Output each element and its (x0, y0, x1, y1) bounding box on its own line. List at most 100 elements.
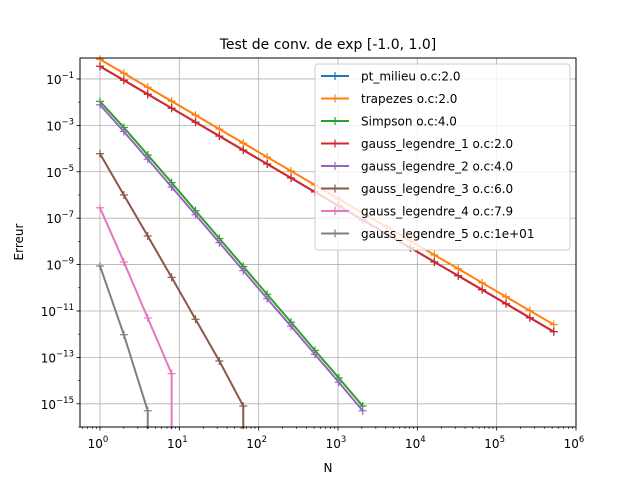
data-point (501, 292, 510, 301)
data-point (95, 62, 104, 71)
data-point (215, 238, 224, 247)
y-tick-label: 10−11 (41, 303, 74, 319)
legend-label: gauss_legendre_2 o.c:4.0 (361, 160, 513, 174)
y-tick-exponent: −13 (56, 349, 74, 359)
data-point (95, 55, 104, 64)
data-point (167, 183, 176, 192)
data-point (215, 356, 224, 365)
series-line (99, 265, 149, 429)
y-tick-label: 10−7 (46, 210, 74, 226)
x-tick-base: 10 (167, 437, 182, 451)
x-tick-exponent: 6 (579, 435, 584, 445)
data-point (549, 327, 558, 336)
data-point (95, 203, 104, 212)
x-tick-label: 102 (246, 435, 267, 451)
data-point (334, 378, 343, 387)
data-point (95, 149, 104, 158)
data-point (143, 406, 152, 415)
data-point (167, 97, 176, 106)
data-point (215, 125, 224, 134)
x-tick-exponent: 2 (262, 435, 267, 445)
legend-item: Simpson o.c:4.0 (321, 115, 457, 129)
y-tick-exponent: −1 (61, 71, 74, 81)
x-tick-label: 105 (484, 435, 505, 451)
data-point (430, 250, 439, 259)
data-point (549, 320, 558, 329)
legend-label: gauss_legendre_3 o.c:6.0 (361, 182, 513, 196)
legend: pt_milieu o.c:2.0 trapezes o.c:2.0 Simpson… (314, 63, 571, 251)
data-point (143, 232, 152, 241)
x-tick-exponent: 5 (500, 435, 505, 445)
legend-item: gauss_legendre_4 o.c:7.9 (321, 205, 513, 219)
y-tick-exponent: −7 (61, 210, 74, 220)
legend-item: gauss_legendre_5 o.c:1e+01 (321, 227, 534, 241)
data-point (191, 210, 200, 219)
x-tick-base: 10 (405, 437, 420, 451)
legend-item: gauss_legendre_3 o.c:6.0 (321, 182, 513, 196)
legend-label: gauss_legendre_4 o.c:7.9 (361, 205, 513, 219)
x-tick-base: 10 (326, 437, 341, 451)
y-tick-base: 10 (46, 212, 61, 226)
data-point (143, 90, 152, 99)
x-tick-exponent: 0 (103, 435, 108, 445)
series-line (99, 207, 173, 429)
legend-box (314, 63, 571, 251)
data-point (239, 146, 248, 155)
data-point (454, 264, 463, 273)
legend-label: trapezes o.c:2.0 (361, 92, 457, 106)
y-tick-label: 10−1 (46, 71, 74, 87)
x-tick-base: 10 (246, 437, 261, 451)
data-point (167, 369, 176, 378)
y-tick-base: 10 (46, 166, 61, 180)
data-point (239, 139, 248, 148)
y-axis-label: Erreur (12, 223, 26, 260)
data-point (430, 257, 439, 266)
series-7 (95, 203, 176, 429)
x-tick-exponent: 4 (420, 435, 425, 445)
y-tick-label: 10−15 (41, 396, 74, 412)
data-point (358, 406, 367, 415)
data-point (143, 83, 152, 92)
data-point (287, 322, 296, 331)
y-tick-base: 10 (46, 73, 61, 87)
data-point (119, 330, 128, 339)
x-tick-base: 10 (484, 437, 499, 451)
series-8 (95, 261, 152, 429)
x-tick-base: 10 (564, 437, 579, 451)
data-point (167, 273, 176, 282)
y-tick-exponent: −5 (61, 164, 74, 174)
x-tick-base: 10 (88, 437, 103, 451)
data-point (215, 132, 224, 141)
data-point (239, 266, 248, 275)
data-point (191, 315, 200, 324)
data-point (239, 402, 248, 411)
legend-item: gauss_legendre_2 o.c:4.0 (321, 160, 513, 174)
series-5 (95, 100, 367, 415)
y-tick-label: 10−9 (46, 257, 74, 273)
x-tick-exponent: 3 (341, 435, 346, 445)
y-tick-exponent: −3 (61, 117, 74, 127)
chart-title: Test de conv. de exp [-1.0, 1.0] (219, 37, 437, 53)
data-point (143, 155, 152, 164)
data-point (119, 76, 128, 85)
y-tick-base: 10 (41, 351, 56, 365)
data-point (525, 313, 534, 322)
legend-label: Simpson o.c:4.0 (361, 115, 457, 129)
x-tick-label: 103 (326, 435, 347, 451)
data-point (310, 350, 319, 359)
data-point (95, 261, 104, 270)
legend-label: pt_milieu o.c:2.0 (361, 70, 461, 84)
legend-item: trapezes o.c:2.0 (321, 92, 457, 106)
data-point (263, 160, 272, 169)
data-point (119, 257, 128, 266)
y-tick-label: 10−3 (46, 117, 74, 133)
data-point (191, 111, 200, 120)
series-line (99, 100, 364, 407)
data-point (263, 153, 272, 162)
y-tick-label: 10−5 (46, 164, 74, 180)
data-point (95, 100, 104, 109)
data-point (501, 299, 510, 308)
x-tick-label: 106 (564, 435, 585, 451)
data-point (287, 173, 296, 182)
y-tick-label: 10−13 (41, 349, 74, 365)
